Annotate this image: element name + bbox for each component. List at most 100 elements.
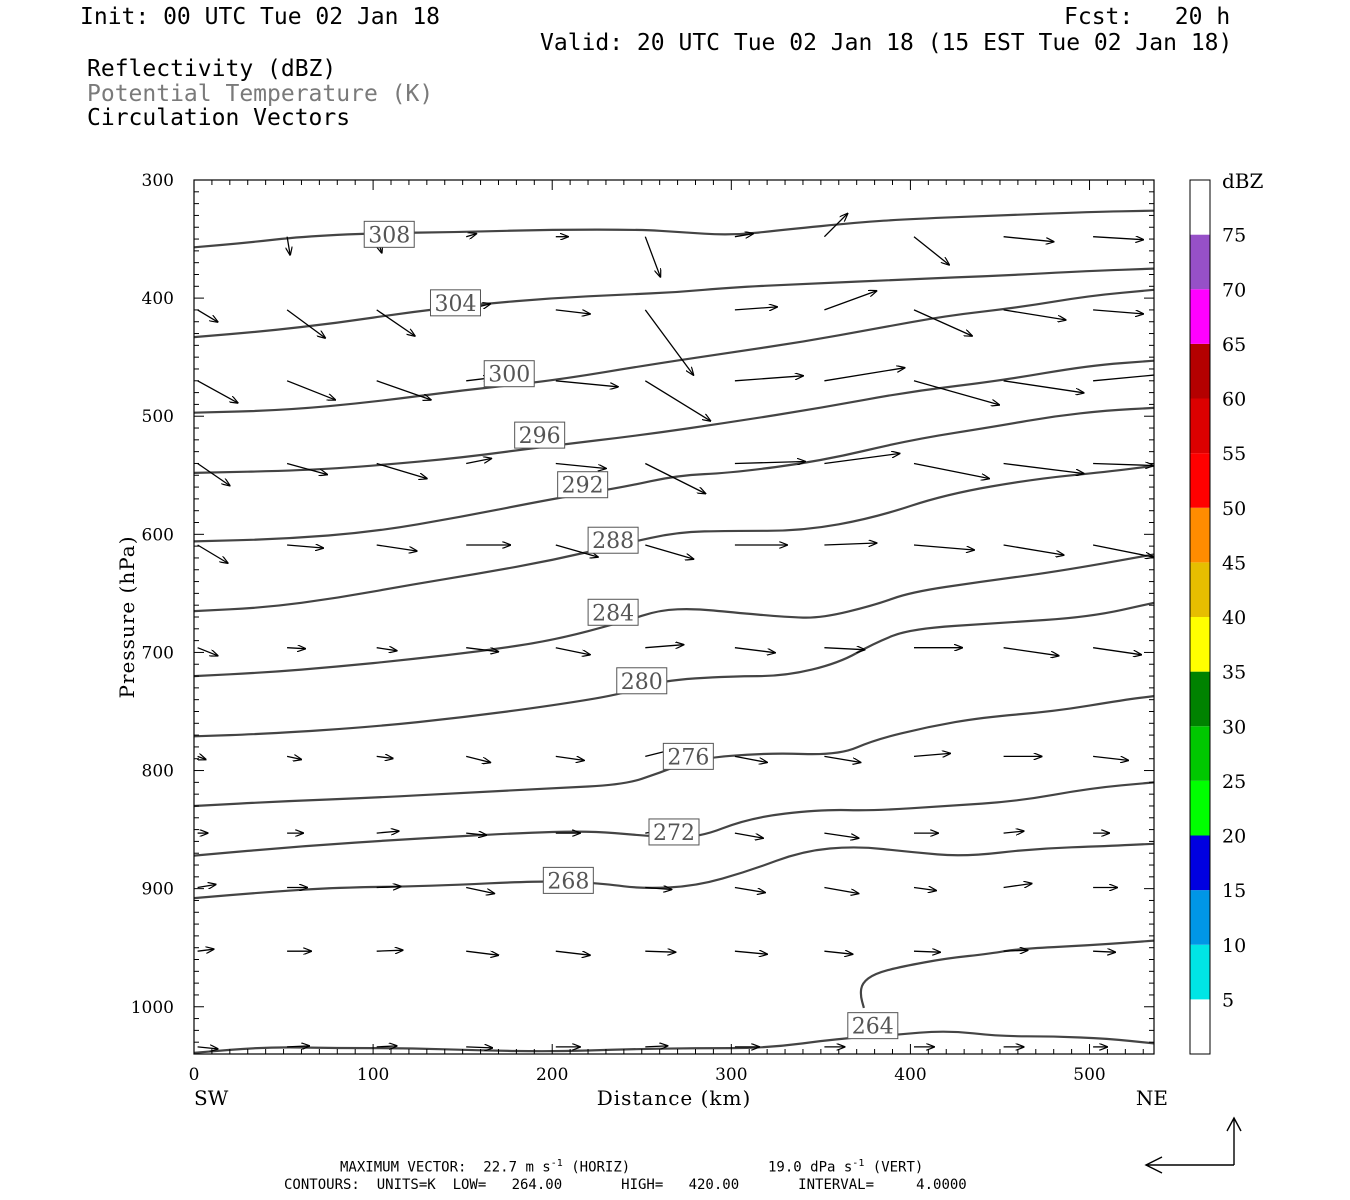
theta-contour-closed bbox=[859, 939, 1154, 1009]
svg-text:276: 276 bbox=[667, 745, 709, 770]
circulation-vector bbox=[197, 380, 238, 403]
y-axis-title: Pressure (hPa) bbox=[115, 536, 139, 699]
y-tick-label: 600 bbox=[142, 525, 174, 545]
circulation-vector bbox=[466, 755, 490, 762]
circulation-vector bbox=[824, 755, 860, 762]
circulation-vector bbox=[1003, 309, 1066, 320]
contour-label-304: 304 bbox=[429, 289, 481, 317]
svg-text:308: 308 bbox=[368, 223, 410, 248]
colorbar-segment bbox=[1190, 835, 1210, 891]
circulation-vector bbox=[376, 380, 431, 400]
circulation-vector bbox=[913, 753, 950, 756]
circulation-vector bbox=[913, 236, 949, 265]
circulation-vector bbox=[734, 951, 767, 954]
circulation-vector bbox=[645, 462, 705, 494]
max-vector-label: MAXIMUM VECTOR: 22.7 m s-1 (HORIZ) bbox=[340, 1158, 631, 1176]
circulation-vector bbox=[197, 309, 218, 322]
circulation-vector bbox=[466, 1047, 492, 1048]
theta-contour-264 bbox=[194, 1030, 1154, 1054]
colorbar-segment bbox=[1190, 398, 1210, 454]
circulation-vector bbox=[197, 462, 230, 486]
colorbar-level-label: 70 bbox=[1222, 279, 1246, 301]
colorbar-level-label: 10 bbox=[1222, 935, 1246, 957]
svg-text:300: 300 bbox=[488, 363, 530, 388]
contour-label-296: 296 bbox=[514, 421, 566, 449]
theta-contour-268 bbox=[194, 842, 1154, 900]
circulation-vector bbox=[555, 950, 590, 955]
circulation-vector bbox=[913, 462, 989, 479]
colorbar-segment bbox=[1190, 180, 1210, 235]
theta-contour-296 bbox=[194, 359, 1154, 474]
circulation-vector bbox=[197, 949, 214, 951]
colorbar-segment bbox=[1190, 507, 1210, 563]
colorbar-level-label: 15 bbox=[1222, 880, 1246, 902]
svg-text:264: 264 bbox=[852, 1015, 894, 1040]
field-reflectivity: Reflectivity (dBZ) bbox=[87, 56, 337, 82]
circulation-vector bbox=[1003, 380, 1084, 393]
circulation-vector bbox=[824, 951, 852, 954]
theta-contour-292 bbox=[194, 406, 1154, 543]
x-tick-label: 500 bbox=[1073, 1065, 1105, 1085]
theta-contour-280 bbox=[194, 601, 1154, 738]
circulation-vector bbox=[1093, 237, 1143, 240]
theta-contour-304 bbox=[194, 267, 1154, 339]
circulation-vector bbox=[1093, 755, 1128, 760]
circulation-vector bbox=[197, 647, 218, 656]
circulation-vector bbox=[644, 309, 693, 375]
colorbar-segment bbox=[1190, 999, 1210, 1054]
circulation-vector bbox=[376, 462, 427, 479]
circulation-vector bbox=[555, 544, 598, 557]
circulation-vector bbox=[466, 950, 498, 955]
circulation-vector bbox=[1093, 951, 1115, 952]
circulation-vector bbox=[376, 1046, 397, 1047]
circulation-vector bbox=[376, 950, 403, 951]
init-time: Init: 00 UTC Tue 02 Jan 18 bbox=[80, 4, 441, 30]
circulation-vector bbox=[466, 459, 491, 465]
svg-text:288: 288 bbox=[592, 529, 634, 554]
colorbar-level-label: 65 bbox=[1222, 334, 1246, 356]
y-tick-label: 1000 bbox=[131, 998, 174, 1018]
circulation-vector bbox=[555, 462, 606, 469]
circulation-vector bbox=[287, 648, 305, 649]
svg-text:272: 272 bbox=[653, 821, 695, 846]
circulation-vector bbox=[734, 755, 767, 762]
colorbar-segment bbox=[1190, 343, 1210, 399]
circulation-vector bbox=[645, 1046, 667, 1047]
circulation-vector bbox=[824, 832, 858, 838]
circulation-vector bbox=[376, 756, 393, 758]
x-tick-label: 300 bbox=[715, 1065, 747, 1085]
circulation-vector bbox=[645, 544, 693, 559]
circulation-vector bbox=[1003, 462, 1084, 474]
circulation-vector bbox=[913, 951, 940, 952]
colorbar-segment bbox=[1190, 562, 1210, 617]
contour-label-280: 280 bbox=[616, 667, 668, 695]
contour-label-264: 264 bbox=[847, 1012, 899, 1040]
circulation-vector bbox=[376, 544, 417, 551]
contour-label-272: 272 bbox=[648, 818, 700, 846]
circulation-vector bbox=[1003, 647, 1059, 656]
forecast-hour: Fcst: 20 h bbox=[1064, 4, 1231, 30]
colorbar-level-label: 5 bbox=[1222, 989, 1234, 1011]
circulation-vector bbox=[197, 885, 216, 888]
circulation-vector bbox=[286, 309, 325, 338]
circulation-vector bbox=[286, 380, 335, 400]
circulation-vector bbox=[376, 648, 397, 651]
circulation-vector bbox=[913, 380, 999, 405]
circulation-vector bbox=[913, 888, 936, 891]
colorbar-level-label: 25 bbox=[1222, 771, 1246, 793]
left-end-label: SW bbox=[194, 1086, 229, 1110]
x-tick-label: 0 bbox=[189, 1065, 200, 1085]
circulation-vector bbox=[824, 886, 858, 894]
circulation-vector bbox=[376, 831, 399, 833]
circulation-vector bbox=[913, 309, 972, 336]
circulation-vector bbox=[466, 886, 494, 894]
circulation-vector bbox=[287, 545, 323, 548]
contour-info: CONTOURS: UNITS=K LOW= 264.00 HIGH= 420.… bbox=[284, 1177, 967, 1193]
svg-text:284: 284 bbox=[592, 601, 634, 626]
circulation-vector bbox=[823, 214, 847, 238]
circulation-vector bbox=[198, 756, 206, 759]
y-tick-label: 500 bbox=[142, 407, 174, 427]
circulation-vector bbox=[824, 291, 876, 311]
colorbar-segment bbox=[1190, 726, 1210, 781]
